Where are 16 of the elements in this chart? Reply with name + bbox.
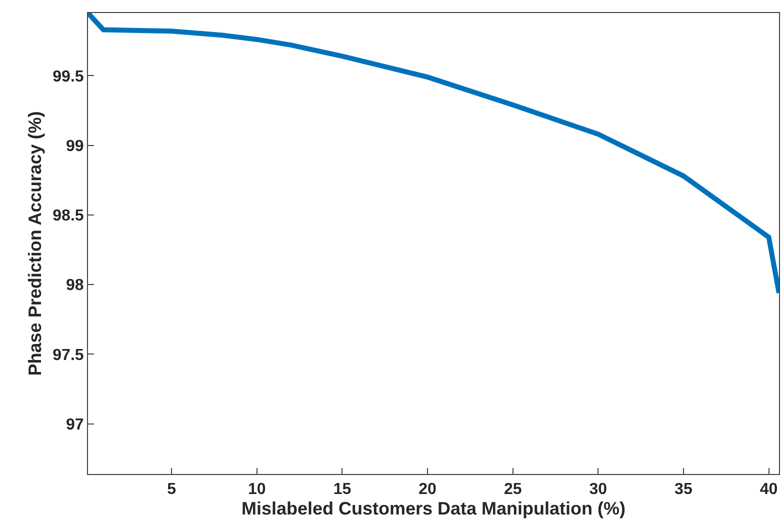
x-tick-label: 10 [248,481,266,498]
x-tick-label: 35 [674,481,692,498]
x-tick-label: 25 [504,481,522,498]
y-tick-label: 98 [66,277,84,294]
x-tick-label: 40 [760,481,778,498]
x-tick-label: 15 [333,481,352,498]
y-tick-label: 97 [66,416,84,434]
x-tick-label: 30 [589,481,608,498]
y-tick-label: 98.5 [52,208,84,225]
y-tick-label: 99 [66,138,84,155]
x-axis-title: Mislabeled Customers Data Manipulation (%) [241,498,626,518]
x-tick-label: 5 [167,481,176,498]
x-tick-label: 20 [418,481,437,498]
y-axis-title: Phase Prediction Accuracy (%) [24,111,45,376]
y-tick-label: 99.5 [52,68,84,86]
y-tick-label: 97.5 [52,346,84,364]
